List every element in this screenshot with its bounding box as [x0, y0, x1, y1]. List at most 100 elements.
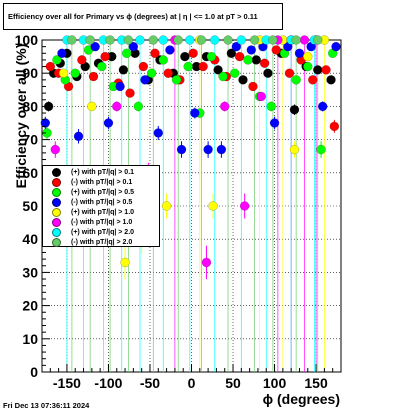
timestamp-footer: Fri Dec 13 07:36:11 2024 — [3, 401, 90, 410]
data-point — [125, 88, 135, 98]
data-point — [238, 75, 248, 85]
y-tick-label: 30 — [22, 264, 38, 280]
data-point — [190, 108, 200, 118]
data-point — [73, 131, 84, 142]
data-point — [268, 35, 278, 45]
data-point — [218, 71, 228, 82]
data-point — [236, 35, 247, 45]
data-point — [216, 144, 227, 155]
data-point — [243, 55, 253, 65]
data-point — [331, 41, 341, 52]
x-tick-label: -150 — [53, 375, 81, 391]
data-point — [251, 55, 262, 65]
data-point — [259, 58, 270, 68]
data-point — [196, 35, 207, 45]
legend-marker-icon — [43, 177, 69, 187]
legend-entry: (+) with pT/|q| > 0.5 — [43, 187, 159, 197]
legend-marker-icon — [43, 207, 69, 217]
legend-marker-icon — [43, 237, 69, 247]
legend: (+) with pT/|q| > 0.1 (-) with pT/|q| > … — [42, 165, 160, 247]
y-tick-label: 20 — [22, 298, 38, 314]
data-point — [153, 128, 164, 138]
data-point — [50, 144, 61, 155]
legend-entry: (-) with pT/|q| > 1.0 — [43, 217, 159, 227]
data-point — [150, 48, 160, 59]
data-point — [234, 51, 245, 62]
data-point — [303, 51, 313, 62]
data-point — [120, 257, 130, 268]
y-tick-label: 80 — [22, 98, 38, 114]
data-point — [312, 65, 323, 75]
legend-label: (-) with pT/|q| > 2.0 — [71, 238, 133, 246]
data-point — [121, 48, 132, 59]
data-point — [269, 118, 280, 128]
data-point — [112, 101, 122, 112]
data-point — [97, 61, 107, 72]
legend-entry: (+) with pT/|q| > 2.0 — [43, 227, 159, 237]
data-point — [180, 51, 190, 62]
data-point — [312, 35, 323, 45]
data-point — [231, 41, 242, 52]
data-point — [239, 201, 250, 211]
data-point — [105, 35, 115, 45]
data-point — [266, 101, 276, 112]
legend-marker-icon — [43, 197, 69, 207]
data-point — [299, 35, 310, 45]
chart-title: Efficiency over all for Primary vs ϕ (de… — [3, 3, 283, 30]
data-point — [249, 35, 260, 45]
data-point — [135, 35, 145, 45]
y-tick-label: 70 — [22, 132, 38, 148]
data-point — [123, 35, 134, 45]
data-point — [115, 81, 125, 92]
data-point — [87, 101, 97, 112]
data-point — [271, 45, 281, 55]
data-point — [185, 35, 195, 45]
data-point — [176, 144, 187, 155]
y-tick-label: 100 — [15, 32, 39, 48]
data-point — [256, 91, 267, 102]
data-point — [100, 51, 110, 62]
y-tick-label: 60 — [22, 165, 38, 181]
data-point — [263, 68, 273, 78]
data-point — [213, 65, 223, 75]
data-point — [321, 65, 331, 75]
x-tick-label: 150 — [304, 375, 328, 391]
axis-ticks: -150 -100 -50 0 50 100 150 0 10 20 30 40 50 60 70 80 90 1… — [15, 32, 334, 391]
legend-label: (-) with pT/|q| > 0.5 — [71, 198, 133, 206]
data-point — [308, 75, 318, 85]
data-point — [165, 45, 175, 55]
legend-marker-icon — [43, 187, 69, 197]
data-point — [246, 45, 257, 55]
data-point — [85, 35, 95, 45]
data-point — [138, 61, 149, 72]
data-point — [58, 68, 69, 78]
data-point — [317, 101, 328, 112]
y-tick-label: 0 — [30, 364, 38, 380]
legend-entry: (+) with pT/|q| > 0.1 — [43, 167, 159, 177]
legend-entry: (-) with pT/|q| > 0.1 — [43, 177, 159, 187]
data-point — [208, 201, 218, 211]
data-point — [70, 68, 80, 78]
data-point — [128, 41, 139, 52]
y-tick-label: 40 — [22, 231, 38, 247]
legend-entry: (-) with pT/|q| > 2.0 — [43, 237, 159, 247]
x-tick-label: -100 — [94, 375, 122, 391]
y-axis-label: Efficiency over all (%) — [13, 43, 29, 189]
data-point — [148, 35, 159, 45]
data-point — [284, 68, 295, 78]
y-tick-label: 50 — [22, 198, 38, 214]
data-point — [171, 75, 182, 85]
data-point — [316, 144, 326, 155]
data-point — [45, 61, 56, 72]
x-tick-label: 100 — [263, 375, 287, 391]
legend-marker-icon — [43, 217, 69, 227]
data-point — [77, 55, 87, 65]
data-point — [88, 71, 99, 82]
x-tick-label: 0 — [188, 375, 196, 391]
data-point — [40, 118, 51, 128]
data-point — [52, 55, 62, 65]
data-point — [90, 41, 100, 52]
data-point — [158, 35, 169, 45]
data-point — [223, 35, 233, 45]
